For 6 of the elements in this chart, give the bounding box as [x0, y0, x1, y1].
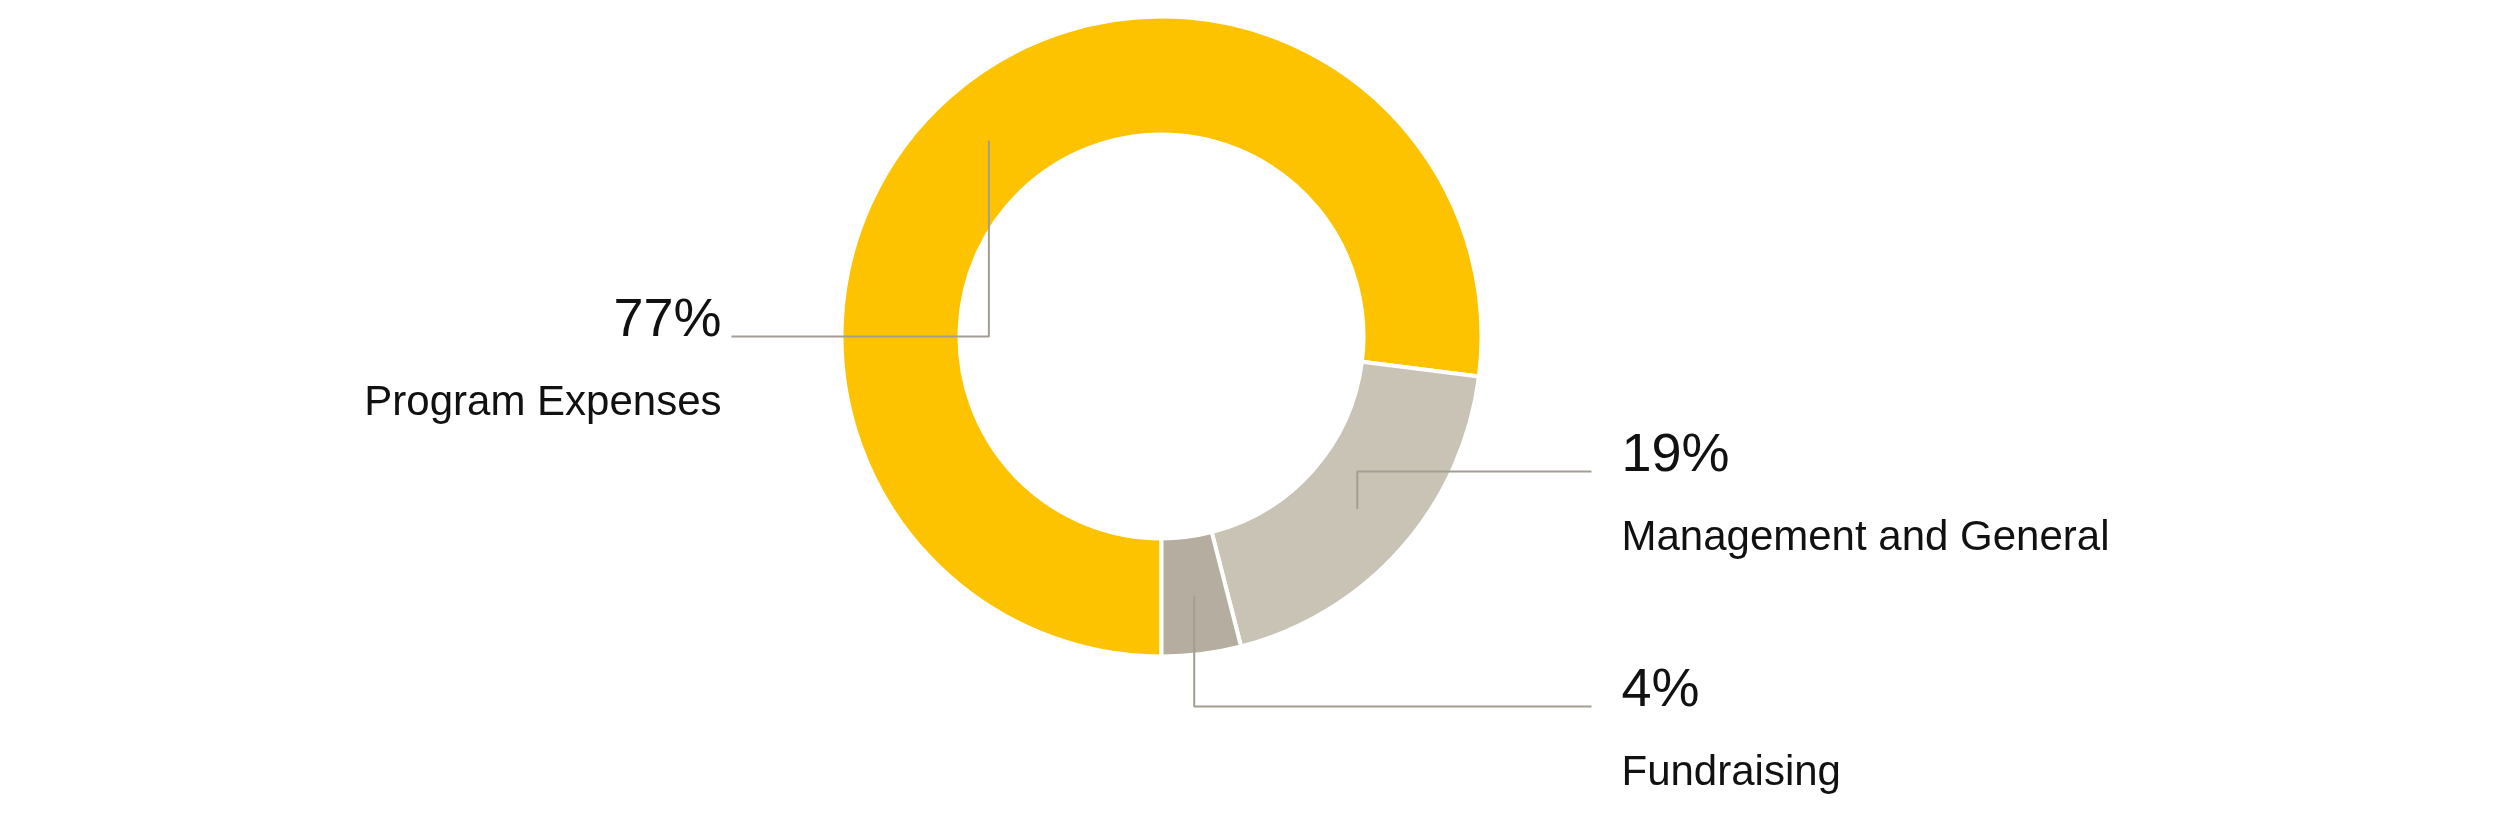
slice-label: Management and General [1621, 511, 2110, 559]
data-label: 19% [1621, 421, 1730, 482]
slice-label: Fundraising [1621, 746, 1841, 794]
slice-label: Program Expenses [364, 376, 722, 424]
data-label: 4% [1621, 656, 1700, 717]
data-label: 77% [613, 286, 722, 347]
